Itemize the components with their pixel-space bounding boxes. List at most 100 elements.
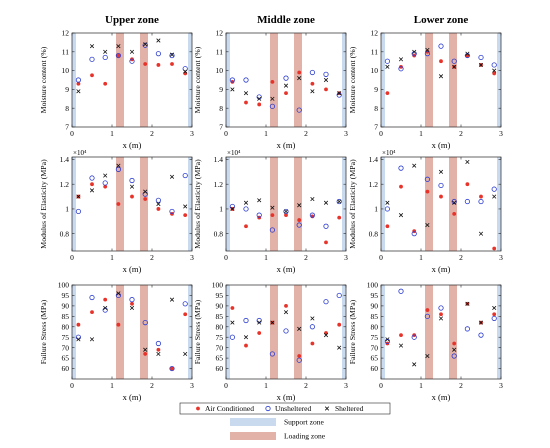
data-point-sheltered <box>116 163 121 168</box>
data-point-sheltered <box>478 62 484 68</box>
y-tick-label: 8 <box>374 104 378 113</box>
loading-zone-band <box>294 33 302 127</box>
x-tick-label: 0 <box>224 253 228 262</box>
y-tick-label: 70 <box>371 343 379 352</box>
data-point-sheltered <box>385 337 390 342</box>
data-point-sheltered <box>478 320 484 325</box>
y-axis-label: Modulus of Elasticity (MPa) <box>348 159 357 249</box>
loading-zone-band <box>270 157 278 251</box>
data-point-unsheltered <box>283 75 289 81</box>
axes-frame <box>225 32 347 128</box>
data-point-unsheltered <box>491 315 497 322</box>
data-point-air-conditioned <box>439 59 443 64</box>
legend-label-unsheltered: Unsheltered <box>275 404 311 413</box>
data-point-sheltered <box>243 335 249 340</box>
data-point-sheltered <box>337 91 342 96</box>
y-tick-label: 10 <box>371 66 379 75</box>
y-tick-label: 7 <box>219 123 223 132</box>
y-tick-label: 7 <box>374 123 378 132</box>
data-point-sheltered <box>183 204 188 209</box>
data-point-sheltered <box>169 174 175 179</box>
x-tick-label: 0 <box>224 381 228 390</box>
loading-zone-band <box>425 33 433 127</box>
y-axis-exponent: ×10⁴ <box>382 149 396 157</box>
y-tick-label: 12 <box>216 29 224 38</box>
data-point-sheltered <box>492 194 497 199</box>
data-point-unsheltered <box>155 197 161 203</box>
data-point-unsheltered <box>256 212 262 218</box>
data-point-air-conditioned <box>297 70 302 75</box>
support-zone-band <box>226 33 230 127</box>
data-point-unsheltered <box>438 43 444 49</box>
y-tick-label: 9 <box>219 85 223 94</box>
data-point-air-conditioned <box>116 322 121 327</box>
data-point-unsheltered <box>129 297 135 303</box>
x-tick-label: 1 <box>264 381 268 390</box>
data-point-sheltered <box>156 38 161 43</box>
data-point-air-conditioned <box>284 91 288 96</box>
x-axis-label: x (m) <box>277 392 296 402</box>
data-point-sheltered <box>323 77 329 83</box>
y-tick-label: 75 <box>62 333 70 342</box>
data-point-unsheltered <box>115 166 122 172</box>
data-point-sheltered <box>230 206 235 212</box>
data-point-sheltered <box>283 83 289 88</box>
data-point-air-conditioned <box>230 306 235 310</box>
data-point-sheltered <box>257 96 262 101</box>
y-axis-label: Failure Stress (MPa) <box>193 299 202 364</box>
x-tick-label: 3 <box>499 253 503 262</box>
y-tick-label: 90 <box>371 301 379 310</box>
data-point-sheltered <box>492 68 497 73</box>
data-point-sheltered <box>398 57 404 62</box>
data-point-air-conditioned <box>337 215 342 220</box>
y-axis-label: Failure Stress (MPa) <box>39 299 48 364</box>
data-point-air-conditioned <box>439 312 443 317</box>
y-tick-label: 100 <box>212 281 224 290</box>
y-tick-label: 85 <box>216 312 224 321</box>
axes-frame <box>71 32 193 128</box>
axes-frame <box>380 284 502 380</box>
loading-zone-band <box>140 33 148 127</box>
legend-box <box>179 402 391 415</box>
support-zone-band <box>72 157 76 251</box>
y-tick-label: 85 <box>371 312 379 321</box>
y-tick-label: 1.4 <box>369 155 379 164</box>
data-point-air-conditioned <box>76 322 81 327</box>
subplot-r1-c2: 0.8 1 1.2 1.4 0 1 2 3 x (m) Modulus of Elasticity… <box>348 149 503 274</box>
y-tick-label: 12 <box>371 29 379 38</box>
loading-zone-band <box>116 285 124 379</box>
data-point-unsheltered <box>438 305 444 311</box>
y-tick-label: 0.8 <box>214 229 224 238</box>
data-point-unsheltered <box>323 71 329 77</box>
x-axis-label: x (m) <box>432 392 451 402</box>
column-title-2: Lower zone <box>414 14 469 26</box>
data-point-air-conditioned <box>465 182 470 187</box>
x-tick-label: 1 <box>419 129 423 138</box>
data-point-air-conditioned <box>452 211 457 216</box>
data-point-sheltered <box>270 205 275 210</box>
legend-swatch-loading-zone <box>230 432 276 440</box>
data-point-sheltered <box>183 69 188 74</box>
data-point-unsheltered <box>283 208 289 215</box>
support-zone-band <box>72 33 76 127</box>
data-point-sheltered <box>270 320 275 325</box>
data-point-air-conditioned <box>90 73 94 78</box>
data-point-air-conditioned <box>103 81 108 86</box>
data-point-unsheltered <box>424 176 430 182</box>
data-point-air-conditioned <box>257 331 262 335</box>
legend-label-loading-zone: Loading zone <box>284 432 326 441</box>
data-point-air-conditioned <box>310 81 315 86</box>
data-point-unsheltered <box>129 177 135 184</box>
data-point-sheltered <box>452 347 457 352</box>
legend-marker-unsheltered <box>265 405 271 412</box>
x-tick-label: 0 <box>379 253 383 262</box>
x-tick-label: 3 <box>499 129 503 138</box>
data-point-sheltered <box>297 203 302 208</box>
x-tick-label: 3 <box>344 381 348 390</box>
data-point-air-conditioned <box>156 63 161 67</box>
data-point-unsheltered <box>478 332 484 338</box>
